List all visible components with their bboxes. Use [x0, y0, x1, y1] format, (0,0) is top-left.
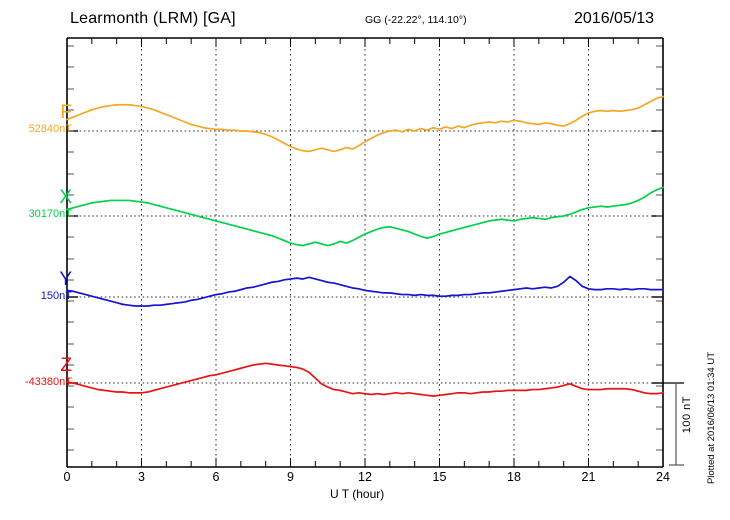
x-tick-label: 9	[287, 470, 294, 484]
trace-symbol-f: F	[60, 102, 72, 123]
x-tick-label: 24	[656, 470, 670, 484]
trace-label-y: Y 150nT	[10, 270, 72, 303]
trace-baseline-y: 150nT	[40, 290, 72, 302]
trace-path-z	[66, 362, 664, 397]
trace-label-f: F 52840nT	[10, 103, 72, 136]
trace-label-z: Z -43380nT	[10, 356, 72, 389]
trace-symbol-x: X	[59, 187, 72, 208]
trace-baseline-z: -43380nT	[24, 376, 72, 388]
trace-path-y	[66, 275, 664, 307]
trace-baseline-x: 30170nT	[28, 208, 72, 220]
scale-bar-label: 100 nT	[681, 396, 693, 434]
x-tick-label: 21	[581, 470, 596, 484]
trace-symbol-y: Y	[59, 269, 72, 290]
x-tick-label: 12	[358, 470, 372, 484]
trace-path-x	[66, 186, 664, 247]
x-tick-label: 0	[63, 470, 71, 484]
x-tick-label: 15	[432, 470, 447, 484]
plotted-at-label: Plotted at 2016/06/13 01:34 UT	[706, 352, 717, 485]
trace-label-x: X 30170nT	[10, 188, 72, 221]
trace-symbol-z: Z	[60, 355, 72, 376]
observation-date: 2016/05/13	[574, 10, 655, 27]
geographic-coordinates: GG (-22.22°, 114.10°)	[365, 14, 467, 26]
x-tick-label: 3	[138, 470, 145, 484]
x-tick-label: 18	[507, 470, 521, 484]
trace-baseline-f: 52840nT	[28, 123, 72, 135]
page-title: Learmonth (LRM) [GA]	[70, 10, 236, 27]
x-axis-title: U T (hour)	[330, 487, 385, 501]
trace-path-f	[66, 95, 664, 153]
x-tick-label: 6	[212, 470, 220, 484]
